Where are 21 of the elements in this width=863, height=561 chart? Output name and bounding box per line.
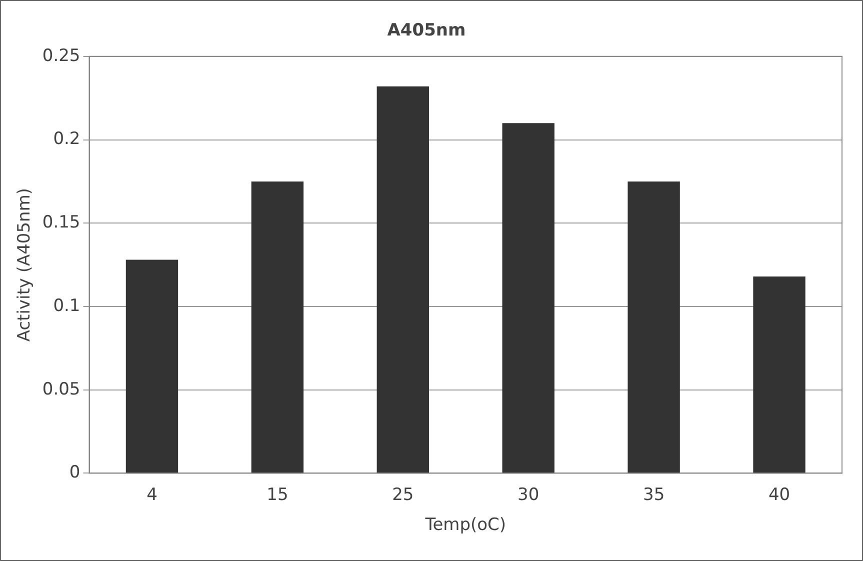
x-tick-label: 30 [518, 484, 540, 505]
y-tick-label: 0.05 [42, 379, 80, 400]
bar [376, 86, 429, 473]
x-axis-title: Temp(oC) [424, 515, 506, 536]
y-tick-label: 0.25 [42, 46, 80, 66]
chart-title: A405nm [387, 20, 466, 41]
y-tick-label: 0 [69, 462, 80, 483]
x-tick-label: 25 [392, 484, 414, 505]
bar [126, 260, 178, 473]
y-axis-title: Activity (A405nm) [14, 188, 35, 342]
bar [628, 181, 680, 473]
y-tick-label: 0.15 [42, 212, 80, 233]
bar [251, 181, 304, 473]
x-tick-label: 40 [768, 484, 790, 505]
y-tick-label: 0.2 [53, 129, 80, 150]
x-tick-label: 15 [266, 484, 288, 505]
bar [502, 123, 554, 473]
y-tick-label: 0.1 [53, 296, 80, 316]
x-tick-label: 4 [146, 484, 158, 505]
bar [753, 276, 806, 473]
x-tick-label: 35 [642, 484, 665, 505]
